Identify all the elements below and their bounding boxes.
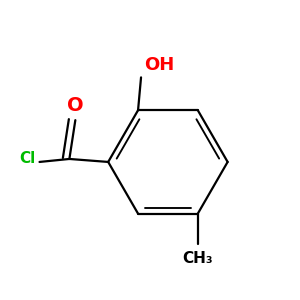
Text: O: O: [67, 96, 84, 115]
Text: Cl: Cl: [20, 152, 36, 166]
Text: CH₃: CH₃: [182, 251, 213, 266]
Text: OH: OH: [144, 56, 174, 74]
